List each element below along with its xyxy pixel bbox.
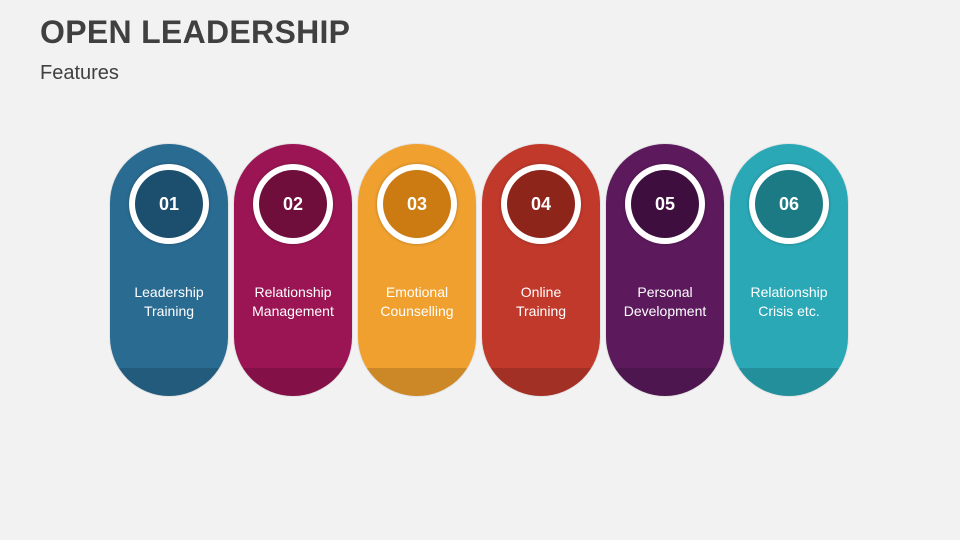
number-badge-ring: 03 — [377, 164, 457, 244]
feature-label-line-1: Relationship — [254, 284, 332, 300]
feature-pill-02: 02 Relationship Management — [234, 144, 352, 396]
slide-title: OPEN LEADERSHIP — [40, 14, 351, 50]
pill-bottom-band — [110, 368, 228, 396]
pill-bottom-band — [730, 368, 848, 396]
pill-bottom-band — [234, 368, 352, 396]
feature-label: Online Training — [486, 283, 596, 321]
number-badge: 02 — [259, 170, 327, 238]
number-badge-ring: 01 — [129, 164, 209, 244]
feature-label-line-1: Leadership — [134, 284, 204, 300]
feature-label-line-2: Counselling — [380, 303, 454, 319]
number-badge-ring: 02 — [253, 164, 333, 244]
feature-label-line-2: Development — [623, 303, 707, 319]
feature-label-line-2: Training — [515, 303, 567, 319]
feature-label-line-1: Emotional — [385, 284, 449, 300]
feature-label: Leadership Training — [114, 283, 224, 321]
feature-label-line-2: Training — [143, 303, 195, 319]
number-badge: 06 — [755, 170, 823, 238]
feature-pill-01: 01 Leadership Training — [110, 144, 228, 396]
feature-label-line-1: Relationship — [750, 284, 828, 300]
slide-subtitle: Features — [40, 62, 119, 84]
pill-bottom-band — [482, 368, 600, 396]
feature-label-line-1: Personal — [637, 284, 693, 300]
feature-label: Relationship Management — [238, 283, 348, 321]
feature-label: Relationship Crisis etc. — [734, 283, 844, 321]
feature-label: Emotional Counselling — [362, 283, 472, 321]
feature-label: Personal Development — [610, 283, 720, 321]
feature-pill-03: 03 Emotional Counselling — [358, 144, 476, 396]
feature-pill-06: 06 Relationship Crisis etc. — [730, 144, 848, 396]
number-badge-ring: 06 — [749, 164, 829, 244]
feature-label-line-1: Online — [520, 284, 562, 300]
feature-label-line-2: Crisis etc. — [758, 303, 820, 319]
feature-pill-05: 05 Personal Development — [606, 144, 724, 396]
pill-bottom-band — [358, 368, 476, 396]
feature-pill-04: 04 Online Training — [482, 144, 600, 396]
feature-label-line-2: Management — [252, 303, 334, 319]
pill-bottom-band — [606, 368, 724, 396]
number-badge: 05 — [631, 170, 699, 238]
number-badge-ring: 05 — [625, 164, 705, 244]
number-badge: 03 — [383, 170, 451, 238]
number-badge: 01 — [135, 170, 203, 238]
number-badge: 04 — [507, 170, 575, 238]
number-badge-ring: 04 — [501, 164, 581, 244]
